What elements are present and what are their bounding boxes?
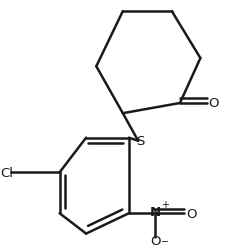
- Text: S: S: [136, 135, 144, 148]
- Text: Cl: Cl: [0, 166, 13, 179]
- Text: −: −: [161, 236, 169, 246]
- Text: O: O: [208, 97, 219, 110]
- Text: +: +: [161, 199, 169, 209]
- Text: O: O: [150, 234, 161, 247]
- Text: O: O: [186, 207, 196, 220]
- Text: N: N: [150, 205, 161, 218]
